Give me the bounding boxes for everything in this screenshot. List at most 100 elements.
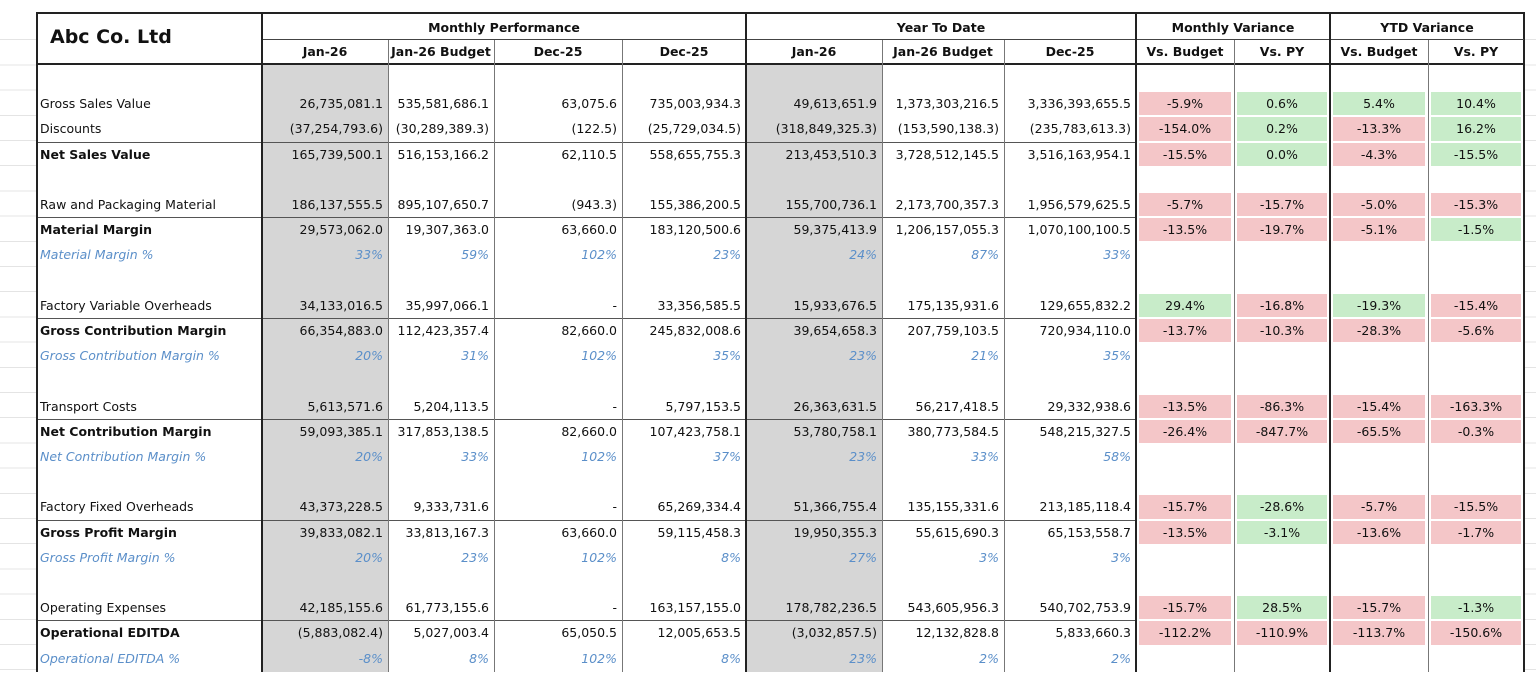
- row-label: Operational EDITDA %: [40, 650, 181, 666]
- row-label: Discounts: [40, 121, 102, 137]
- value-cell: 5,204,113.5: [413, 398, 489, 414]
- value-cell: (5,883,082.4): [297, 625, 383, 641]
- value-cell: 23%: [461, 549, 489, 565]
- value-cell: 59,093,385.1: [299, 423, 384, 439]
- value-cell: 33,356,585.5: [657, 297, 742, 313]
- variance-cell: -13.5%: [1139, 218, 1231, 242]
- value-cell: (318,849,325.3): [775, 121, 877, 137]
- value-cell: 12,132,828.8: [915, 625, 1000, 641]
- value-cell: (30,289,389.3): [395, 121, 489, 137]
- value-cell: 23%: [849, 650, 877, 666]
- value-cell: 516,153,166.2: [397, 146, 489, 162]
- value-cell: 895,107,650.7: [397, 197, 489, 212]
- variance-cell: 10.4%: [1431, 92, 1521, 116]
- row-label: Net Contribution Margin %: [40, 449, 207, 464]
- value-cell: 3,728,512,145.5: [895, 146, 999, 162]
- value-cell: 1,206,157,055.3: [895, 222, 999, 238]
- value-cell: 183,120,500.6: [649, 222, 741, 238]
- value-cell: 61,773,155.6: [405, 600, 490, 616]
- column-header: Jan-26: [791, 44, 837, 59]
- group-header: Monthly Variance: [1171, 20, 1295, 35]
- value-cell: 155,386,200.5: [649, 197, 741, 212]
- row-line: [36, 620, 1136, 622]
- subheader-rule: [262, 39, 1524, 40]
- value-cell: 39,654,658.3: [793, 323, 878, 338]
- variance-cell: -19.7%: [1237, 218, 1327, 242]
- value-cell: 540,702,753.9: [1039, 600, 1131, 616]
- value-cell: 213,185,118.4: [1039, 499, 1131, 515]
- variance-cell: -847.7%: [1237, 419, 1327, 443]
- value-cell: 2,173,700,357.3: [895, 197, 999, 212]
- value-cell: 20%: [355, 549, 383, 565]
- value-cell: -: [612, 600, 617, 616]
- row-label: Gross Profit Margin: [40, 524, 177, 540]
- row-label: Gross Profit Margin %: [40, 549, 176, 565]
- value-cell: -: [612, 398, 617, 414]
- value-cell: 3,516,163,954.1: [1027, 146, 1131, 162]
- value-cell: 55,615,690.3: [915, 524, 1000, 540]
- variance-cell: -5.1%: [1333, 218, 1425, 242]
- group-divider: [1329, 12, 1331, 672]
- value-cell: 1,373,303,216.5: [895, 96, 999, 112]
- value-cell: 39,833,082.1: [299, 524, 384, 540]
- value-cell: 5,833,660.3: [1055, 625, 1131, 641]
- value-cell: 53,780,758.1: [793, 423, 878, 439]
- value-cell: 59,375,413.9: [793, 222, 878, 238]
- value-cell: 33%: [461, 449, 489, 464]
- column-divider: [1234, 40, 1235, 672]
- value-cell: 102%: [581, 449, 617, 464]
- value-cell: 63,075.6: [561, 96, 617, 112]
- frame-right: [1523, 12, 1525, 672]
- row-label: Operational EDITDA: [40, 625, 180, 641]
- value-cell: 19,950,355.3: [793, 524, 878, 540]
- value-cell: 23%: [713, 247, 741, 263]
- value-cell: (943.3): [571, 197, 617, 212]
- value-cell: 35%: [1103, 348, 1131, 364]
- row-label: Factory Variable Overheads: [40, 297, 212, 313]
- row-line: [36, 217, 1136, 219]
- value-cell: 165,739,500.1: [291, 146, 383, 162]
- value-cell: 245,832,008.6: [649, 323, 741, 338]
- variance-cell: -26.4%: [1139, 419, 1231, 443]
- variance-cell: 0.6%: [1237, 92, 1327, 116]
- variance-cell: -15.5%: [1431, 495, 1521, 519]
- value-cell: 558,655,755.3: [649, 146, 741, 162]
- group-divider: [745, 12, 747, 672]
- variance-cell: -28.6%: [1237, 495, 1327, 519]
- value-cell: 535,581,686.1: [397, 96, 489, 112]
- variance-cell: -65.5%: [1333, 419, 1425, 443]
- variance-cell: -15.3%: [1431, 193, 1521, 217]
- value-cell: 3%: [979, 549, 999, 565]
- group-header: Monthly Performance: [428, 20, 580, 35]
- value-cell: -: [612, 499, 617, 515]
- value-cell: 2%: [979, 650, 999, 666]
- group-header: YTD Variance: [1380, 20, 1474, 35]
- value-cell: 51,366,755.4: [793, 499, 878, 515]
- variance-cell: -15.5%: [1431, 142, 1521, 166]
- value-cell: 720,934,110.0: [1039, 323, 1131, 338]
- variance-cell: -113.7%: [1333, 621, 1425, 645]
- variance-cell: -13.5%: [1139, 394, 1231, 418]
- variance-cell: 5.4%: [1333, 92, 1425, 116]
- row-label: Gross Contribution Margin: [40, 323, 227, 338]
- row-label: Factory Fixed Overheads: [40, 499, 194, 515]
- row-label: Raw and Packaging Material: [40, 197, 216, 212]
- variance-cell: -4.3%: [1333, 142, 1425, 166]
- value-cell: 5,797,153.5: [665, 398, 741, 414]
- column-divider: [494, 40, 495, 672]
- value-cell: 3%: [1111, 549, 1131, 565]
- value-cell: 58%: [1103, 449, 1131, 464]
- value-cell: 380,773,584.5: [907, 423, 999, 439]
- variance-cell: -15.4%: [1333, 394, 1425, 418]
- value-cell: 24%: [849, 247, 877, 263]
- value-cell: 43,373,228.5: [299, 499, 384, 515]
- value-cell: 37%: [713, 449, 741, 464]
- value-cell: 33%: [971, 449, 999, 464]
- variance-cell: -19.3%: [1333, 293, 1425, 317]
- value-cell: 29,573,062.0: [299, 222, 384, 238]
- variance-cell: -15.7%: [1139, 495, 1231, 519]
- value-cell: 12,005,653.5: [657, 625, 742, 641]
- variance-cell: -3.1%: [1237, 520, 1327, 544]
- column-divider: [388, 40, 389, 672]
- value-cell: 65,153,558.7: [1047, 524, 1132, 540]
